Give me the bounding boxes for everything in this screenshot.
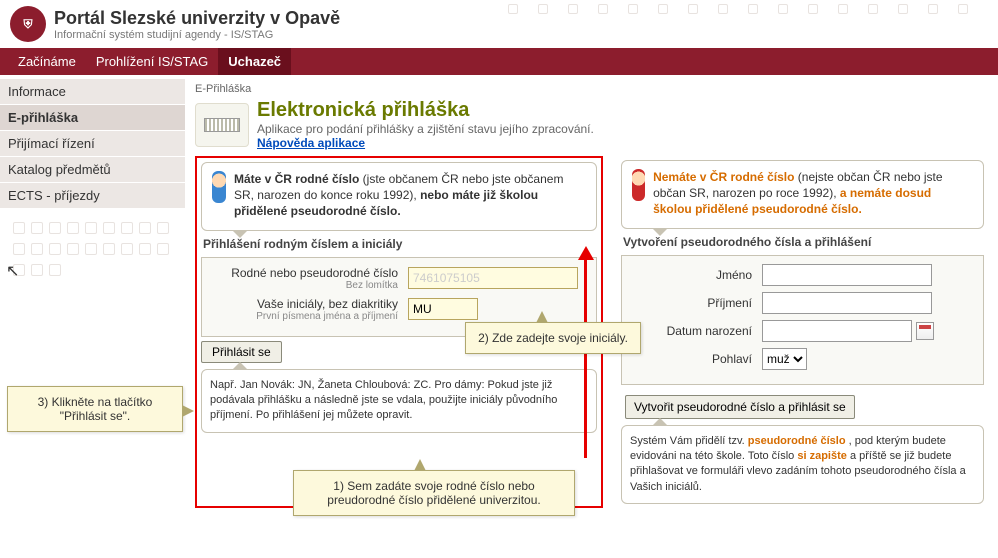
callout-step2: 2) Zde zadejte svoje iniciály. xyxy=(465,322,641,354)
decorative-squares xyxy=(498,0,998,46)
datum-label: Datum narození xyxy=(630,324,762,338)
prijmeni-input[interactable] xyxy=(762,292,932,314)
pn2: pseudorodné číslo xyxy=(748,435,846,447)
rodne-input[interactable] xyxy=(408,267,578,289)
top-nav: Začínáme Prohlížení IS/STAG Uchazeč xyxy=(0,48,998,75)
portal-subtitle: Informační systém studijní agendy - IS/S… xyxy=(54,29,340,41)
page-title: Elektronická přihláška xyxy=(257,99,594,122)
sidebar: Informace E-přihláška Přijímací řízení K… xyxy=(0,75,185,518)
create-pseudo-button[interactable]: Vytvořit pseudorodné číslo a přihlásit s… xyxy=(625,395,855,419)
jmeno-label: Jméno xyxy=(630,268,762,282)
nav-zaciname[interactable]: Začínáme xyxy=(8,48,86,75)
login-button[interactable]: Přihlásit se xyxy=(201,341,282,363)
sidebar-prijimaci[interactable]: Přijímací řízení xyxy=(0,131,185,157)
pseudo-note: Systém Vám přidělí tzv. pseudorodné čísl… xyxy=(621,425,984,505)
info-has-rc-bold: Máte v ČR rodné číslo xyxy=(234,172,359,186)
example-note: Např. Jan Novák: JN, Žaneta Chloubová: Z… xyxy=(201,369,597,433)
decorative-squares-side xyxy=(0,209,185,292)
rodne-label: Rodné nebo pseudorodné číslo xyxy=(231,266,398,280)
pn4: si zapište xyxy=(797,450,847,462)
help-link[interactable]: Nápověda aplikace xyxy=(257,136,365,150)
callout-step1: 1) Sem zadáte svoje rodné číslo nebo pre… xyxy=(293,470,575,516)
page-subtitle: Aplikace pro podání přihlášky a zjištění… xyxy=(257,122,594,136)
calendar-icon[interactable] xyxy=(916,322,934,340)
sidebar-ects[interactable]: ECTS - příjezdy xyxy=(0,183,185,209)
register-fieldset: Jméno Příjmení Datum narození Pohlaví xyxy=(621,255,984,385)
register-section-title: Vytvoření pseudorodného čísla a přihláše… xyxy=(623,235,984,249)
sidebar-informace[interactable]: Informace xyxy=(0,79,185,105)
login-panel: Máte v ČR rodné číslo (jste občanem ČR n… xyxy=(195,156,603,508)
university-logo: ⛨ xyxy=(10,6,46,42)
pn1: Systém Vám přidělí tzv. xyxy=(630,435,748,447)
portal-title: Portál Slezské univerzity v Opavě xyxy=(54,8,340,29)
pohlavi-select[interactable]: muž xyxy=(762,348,807,370)
red-arrow-line xyxy=(584,258,587,458)
rodne-hint: Bez lomítka xyxy=(210,280,398,291)
prijmeni-label: Příjmení xyxy=(630,296,762,310)
sidebar-katalog[interactable]: Katalog předmětů xyxy=(0,157,185,183)
init-label: Vaše iniciály, bez diakritiky xyxy=(257,297,398,311)
info-no-rc-bold: Nemáte v ČR rodné číslo xyxy=(653,170,794,184)
callout-step3: 3) Klikněte na tlačítko "Přihlásit se". xyxy=(7,386,183,432)
initials-input[interactable] xyxy=(408,298,478,320)
nav-uchazec[interactable]: Uchazeč xyxy=(218,48,291,75)
login-section-title: Přihlášení rodným číslem a iniciály xyxy=(203,237,597,251)
content: E-Přihláška Elektronická přihláška Aplik… xyxy=(185,75,998,518)
register-panel: Nemáte v ČR rodné číslo (nejste občan ČR… xyxy=(617,156,988,508)
info-box-has-rc: Máte v ČR rodné číslo (jste občanem ČR n… xyxy=(201,162,597,231)
init-hint: První písmena jména a příjmení xyxy=(210,311,398,322)
jmeno-input[interactable] xyxy=(762,264,932,286)
nav-prohlizeni[interactable]: Prohlížení IS/STAG xyxy=(86,48,218,75)
header: ⛨ Portál Slezské univerzity v Opavě Info… xyxy=(0,0,998,48)
sidebar-eprihlaska[interactable]: E-přihláška xyxy=(0,105,185,131)
datum-input[interactable] xyxy=(762,320,912,342)
example-text: Např. Jan Novák: JN, Žaneta Chloubová: Z… xyxy=(210,379,557,422)
pohlavi-label: Pohlaví xyxy=(630,352,762,366)
avatar-blue-icon xyxy=(212,171,226,203)
avatar-red-icon xyxy=(632,169,645,201)
red-arrow-head xyxy=(578,246,594,260)
app-icon xyxy=(195,103,249,147)
breadcrumb: E-Přihláška xyxy=(195,83,988,95)
cursor-icon: ↖ xyxy=(6,261,19,281)
info-box-no-rc: Nemáte v ČR rodné číslo (nejste občan ČR… xyxy=(621,160,984,229)
